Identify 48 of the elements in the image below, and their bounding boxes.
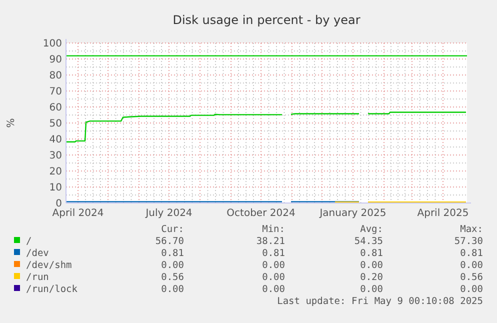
text: 0.00 — [161, 260, 184, 271]
text: 0.81 — [161, 248, 184, 259]
text: Cur: — [161, 224, 184, 235]
y-tick-label: 70 — [49, 86, 62, 98]
x-tick-label: January 2025 — [318, 208, 386, 219]
x-tick-label: April 2025 — [417, 208, 469, 219]
text: 56.70 — [155, 236, 184, 247]
text: 0.81 — [360, 248, 384, 259]
y-tick-label: 90 — [49, 54, 62, 66]
y-axis-title: % — [6, 118, 17, 128]
y-tick-label: 80 — [49, 70, 62, 82]
text: 0.00 — [460, 260, 484, 271]
x-tick-label: July 2024 — [144, 208, 192, 219]
y-tick-label: 10 — [49, 182, 62, 194]
legend-label: /run/lock — [26, 284, 78, 295]
legend-label: /run — [26, 272, 49, 283]
y-tick-label: 40 — [49, 134, 62, 146]
text: Last update: Fri May 9 00:10:08 2025 — [277, 296, 483, 307]
text: Min: — [262, 224, 285, 235]
text: 54.35 — [354, 236, 383, 247]
y-tick-label: 60 — [49, 102, 62, 114]
y-tick-label: 20 — [49, 166, 62, 178]
legend-label: /dev/shm — [26, 260, 72, 271]
chart-title: Disk usage in percent - by year — [172, 13, 360, 27]
x-tick-label: April 2024 — [52, 208, 104, 219]
text: Avg: — [360, 224, 383, 235]
text: 0.00 — [262, 284, 286, 295]
text: 0.81 — [460, 248, 484, 259]
legend-label: /dev — [26, 248, 50, 259]
text: 0.00 — [360, 260, 384, 271]
y-tick-label: 100 — [42, 38, 62, 50]
text: 0.00 — [161, 284, 184, 295]
text: 0.81 — [262, 248, 286, 259]
text: Max: — [460, 224, 483, 235]
y-tick-label: 30 — [49, 150, 62, 162]
text: 0.00 — [262, 272, 286, 283]
text: 0.56 — [460, 272, 484, 283]
text: 0.00 — [460, 284, 484, 295]
text: 0.20 — [360, 272, 384, 283]
text: 0.00 — [360, 284, 384, 295]
text: 0.00 — [262, 260, 286, 271]
y-tick-label: 0 — [56, 198, 62, 210]
legend-label: / — [26, 236, 32, 247]
y-tick-label: 50 — [49, 118, 62, 130]
text: 38.21 — [256, 236, 286, 247]
text: 0.56 — [161, 272, 184, 283]
x-tick-label: October 2024 — [226, 208, 296, 219]
text: 57.30 — [454, 236, 484, 247]
